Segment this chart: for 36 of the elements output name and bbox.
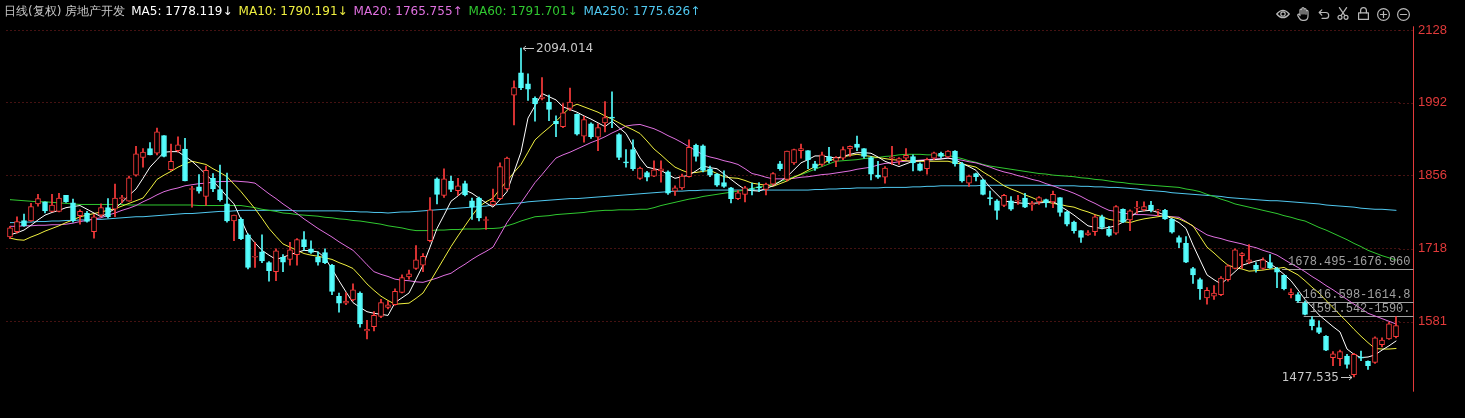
candlestick	[231, 214, 237, 242]
candlestick	[511, 80, 517, 126]
candlestick	[1358, 350, 1364, 362]
y-tick-label: 1718	[1418, 240, 1447, 256]
candlestick	[1015, 195, 1021, 205]
text: MA5: 1778.119↓	[131, 3, 233, 19]
annotation: 2094.014	[536, 40, 594, 55]
candlestick	[1134, 200, 1140, 214]
candlestick	[1030, 200, 1034, 211]
candlestick	[659, 160, 663, 183]
candlestick	[756, 182, 762, 192]
y-tick-label: 2128	[1418, 21, 1447, 37]
candlestick	[539, 77, 545, 101]
candlestick	[525, 73, 531, 101]
y-tick-label: 1856	[1418, 166, 1447, 182]
candlestick	[798, 143, 804, 159]
candlestick	[609, 91, 615, 128]
candlestick	[252, 242, 258, 268]
candlestick	[602, 101, 608, 133]
candlestick	[1211, 285, 1217, 300]
text: MA60: 1791.701↓	[468, 3, 578, 19]
band-label: 1678.495-1676.960	[1288, 255, 1411, 270]
candlestick	[623, 149, 629, 168]
text: MA250: 1775.626↑	[583, 3, 701, 19]
candlestick	[280, 254, 286, 273]
annotation: 1477.535	[1281, 369, 1339, 384]
candlestick	[532, 96, 538, 122]
candlestick	[1274, 267, 1280, 289]
y-tick-label: 1992	[1418, 94, 1447, 110]
candlestick	[889, 145, 895, 165]
chart-title: 日线(复权) 房地产开发	[4, 3, 126, 19]
text: MA20: 1765.755↑	[353, 3, 463, 19]
candlestick	[875, 160, 881, 179]
candlestick	[1239, 252, 1245, 269]
y-tick-label: 1581	[1418, 313, 1447, 329]
text: MA10: 1790.191↓	[238, 3, 348, 19]
